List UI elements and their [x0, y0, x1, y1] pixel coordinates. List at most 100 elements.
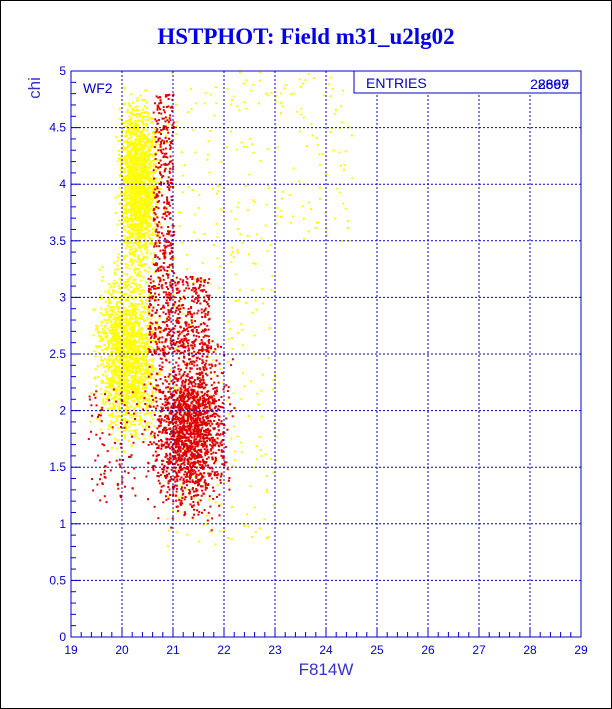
data-point: [236, 249, 239, 252]
data-point: [114, 273, 117, 276]
data-point: [134, 419, 137, 422]
data-point: [137, 344, 140, 347]
data-point: [166, 417, 168, 420]
data-point: [132, 220, 134, 223]
data-point: [106, 335, 109, 337]
data-point: [123, 451, 126, 454]
data-point: [161, 431, 164, 434]
data-point: [125, 293, 128, 296]
data-point: [135, 248, 138, 251]
data-point: [140, 352, 143, 355]
data-point: [99, 412, 102, 414]
data-point: [112, 348, 115, 351]
data-point: [144, 346, 147, 349]
data-point: [142, 135, 145, 138]
data-point: [140, 396, 143, 399]
data-point: [130, 314, 133, 317]
data-point: [148, 170, 151, 173]
data-point: [164, 456, 167, 459]
data-point: [131, 298, 134, 300]
data-point: [134, 206, 137, 209]
data-point: [145, 211, 148, 214]
data-point: [139, 285, 142, 288]
data-point: [149, 252, 152, 255]
data-point: [231, 415, 234, 418]
data-point: [221, 422, 224, 425]
data-point: [128, 342, 131, 345]
data-point: [175, 484, 178, 487]
data-point: [126, 400, 129, 403]
data-point: [158, 178, 161, 181]
data-point: [111, 310, 114, 313]
data-point: [126, 342, 128, 344]
data-point: [103, 357, 106, 360]
data-point: [135, 432, 138, 435]
data-point: [255, 308, 258, 311]
data-point: [193, 494, 195, 497]
data-point: [117, 300, 120, 303]
data-point: [145, 124, 148, 127]
data-point: [121, 333, 124, 336]
data-point: [145, 209, 148, 212]
data-point: [217, 405, 220, 408]
data-point: [176, 511, 179, 514]
data-point: [216, 495, 218, 498]
data-point: [259, 436, 262, 439]
data-point: [185, 439, 188, 442]
data-point: [167, 375, 170, 378]
data-point: [130, 228, 133, 230]
data-point: [131, 260, 134, 263]
data-point: [138, 423, 141, 426]
data-point: [178, 453, 181, 456]
data-point: [125, 402, 128, 404]
data-point: [183, 448, 186, 451]
data-point: [151, 231, 154, 234]
data-point: [111, 446, 113, 449]
data-point: [100, 388, 103, 391]
data-point: [205, 431, 208, 434]
data-point: [126, 210, 129, 213]
data-point: [147, 375, 150, 378]
data-point: [111, 346, 114, 349]
data-point: [185, 410, 188, 413]
data-point: [191, 487, 194, 489]
data-point: [179, 436, 182, 439]
data-point: [174, 425, 177, 428]
data-point: [138, 328, 140, 331]
data-point: [126, 419, 129, 422]
data-point: [139, 94, 142, 97]
data-point: [192, 408, 195, 411]
data-point: [132, 196, 134, 199]
data-point: [135, 153, 138, 156]
data-point: [136, 389, 138, 392]
data-point: [123, 368, 126, 370]
data-point: [121, 144, 124, 147]
data-point: [119, 281, 122, 284]
data-point: [178, 211, 181, 214]
data-point: [149, 208, 152, 211]
data-point: [118, 310, 120, 313]
data-point: [153, 180, 156, 183]
data-point: [128, 369, 131, 372]
data-point: [132, 131, 135, 134]
data-point: [142, 191, 145, 194]
data-point: [108, 344, 111, 347]
data-point: [107, 298, 110, 301]
data-point: [115, 417, 118, 420]
data-point: [105, 400, 107, 403]
data-point: [185, 403, 188, 406]
data-point: [136, 287, 139, 290]
data-point: [162, 407, 164, 410]
data-point: [190, 467, 193, 470]
data-point: [160, 485, 163, 488]
data-point: [125, 298, 128, 301]
data-point: [138, 258, 141, 260]
data-point: [113, 404, 116, 407]
data-point: [189, 442, 192, 445]
data-point: [307, 201, 310, 204]
data-point: [111, 383, 113, 386]
data-point: [237, 332, 239, 335]
data-point: [126, 397, 129, 400]
data-point: [144, 319, 147, 322]
data-point: [128, 402, 131, 405]
